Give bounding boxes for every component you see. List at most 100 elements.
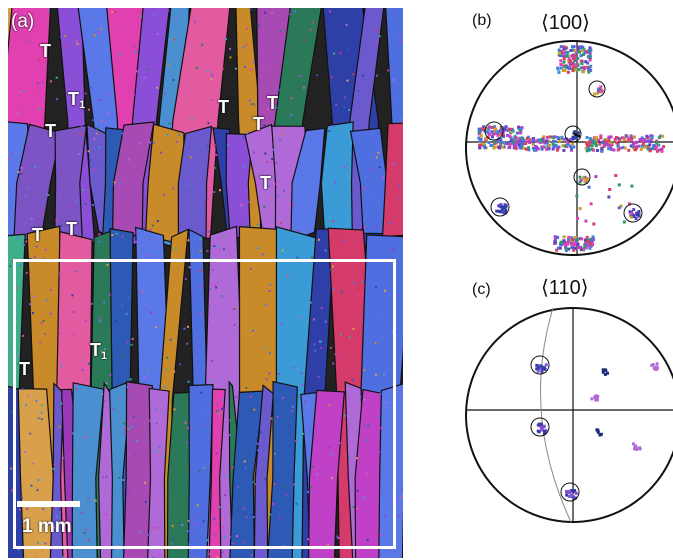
pole-point [556, 146, 560, 150]
speckle [135, 440, 138, 442]
pole-point [568, 66, 572, 70]
speckle [187, 183, 190, 186]
pole-point [576, 237, 580, 241]
pole-point [585, 149, 589, 153]
pole-point [571, 48, 575, 52]
pole-point [497, 204, 501, 208]
speckle [265, 378, 268, 381]
speckle [300, 316, 302, 319]
pole-point [493, 125, 496, 129]
speckle [26, 187, 29, 190]
pole-point [550, 135, 554, 139]
pole-point [578, 175, 582, 179]
speckle [181, 523, 184, 526]
pole-point [564, 249, 568, 252]
speckle [343, 166, 346, 169]
speckle [356, 457, 358, 460]
speckle [316, 473, 319, 476]
speckle [387, 69, 390, 72]
speckle [392, 248, 395, 251]
speckle [156, 33, 159, 35]
pole-point [513, 138, 516, 142]
speckle [59, 224, 62, 227]
pole-point [500, 131, 504, 135]
pole-point [567, 58, 571, 62]
speckle [84, 436, 86, 439]
pole-point [519, 127, 523, 131]
speckle [378, 166, 381, 169]
speckle [222, 398, 224, 401]
pole-point [597, 138, 600, 142]
speckle [49, 312, 52, 315]
speckle [214, 534, 217, 537]
speckle [55, 515, 58, 518]
speckle [379, 392, 382, 395]
speckle [314, 349, 317, 352]
pole-point [487, 125, 491, 129]
speckle [35, 400, 38, 402]
speckle [117, 222, 119, 225]
pole-point [629, 144, 633, 148]
pole-point [627, 148, 631, 152]
twin-label: T1 [68, 89, 86, 111]
speckle [263, 124, 266, 127]
pole-point [635, 447, 639, 451]
twin-label: T [66, 219, 77, 239]
speckle [104, 400, 106, 403]
pole-point [579, 248, 583, 251]
pole-point [563, 144, 567, 148]
pole-point [499, 205, 503, 209]
pole-point [503, 127, 507, 131]
pole-point [576, 63, 580, 67]
grain [17, 388, 55, 558]
speckle [18, 91, 21, 94]
pole-point [587, 148, 591, 152]
pole-point [618, 137, 622, 141]
speckle [264, 478, 267, 480]
pole-point [588, 246, 592, 250]
speckle [363, 226, 366, 229]
speckle [366, 473, 369, 476]
speckle [196, 504, 199, 507]
speckle [45, 185, 47, 188]
speckle [332, 288, 335, 291]
speckle [271, 158, 274, 160]
pole-point [534, 144, 538, 148]
pole-point [587, 55, 591, 59]
speckle [85, 528, 88, 531]
speckle [212, 269, 215, 271]
speckle [250, 554, 253, 556]
pole-point [641, 143, 645, 146]
speckle [132, 415, 135, 418]
speckle [16, 113, 19, 115]
speckle [127, 428, 130, 431]
grain [320, 121, 354, 243]
pole-point [580, 62, 584, 66]
speckle [35, 245, 38, 248]
speckle [148, 239, 151, 242]
pole-point [562, 54, 566, 58]
pole-point [540, 369, 544, 373]
speckle [324, 320, 327, 323]
speckle [184, 421, 187, 424]
highlight-circle [564, 125, 582, 143]
speckle [155, 408, 158, 411]
speckle [293, 483, 295, 486]
pole-point [584, 177, 588, 181]
speckle [184, 277, 187, 280]
pole-point [571, 137, 575, 141]
pole-point [595, 398, 599, 402]
speckle [105, 382, 108, 384]
pole-point [528, 141, 532, 144]
speckle [132, 94, 135, 96]
speckle [207, 230, 210, 233]
grain [147, 387, 170, 558]
speckle [278, 89, 281, 92]
pole-point [646, 145, 650, 149]
speckle [271, 12, 273, 15]
pole-point [582, 67, 586, 71]
speckle [312, 21, 315, 24]
speckle [273, 452, 276, 455]
speckle [226, 143, 229, 146]
speckle [81, 369, 84, 371]
